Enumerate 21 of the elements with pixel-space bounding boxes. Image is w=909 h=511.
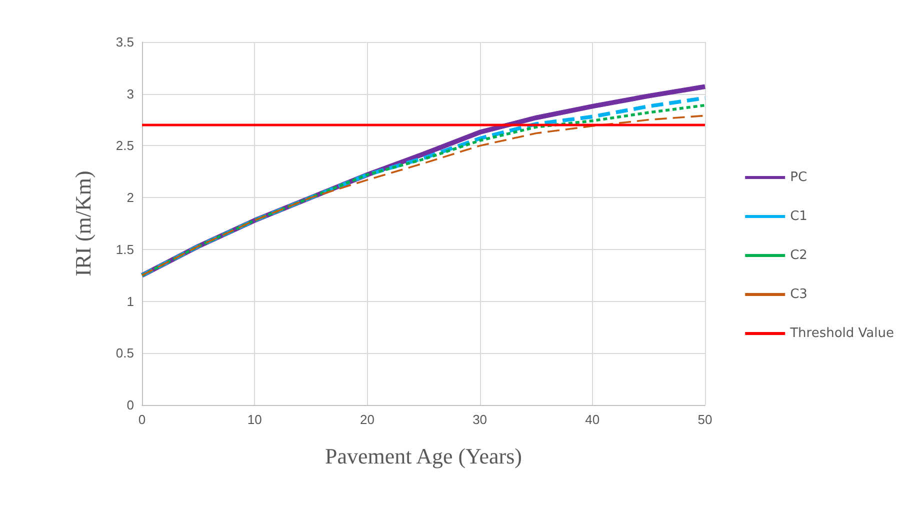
y-tick-label: 3.5 [116, 34, 134, 50]
x-tick-label: 50 [698, 412, 712, 427]
legend-label: PC [790, 170, 808, 185]
y-tick-label: 3 [126, 86, 134, 102]
y-tick-label: 1.5 [116, 242, 134, 257]
x-tick-label: 10 [247, 412, 262, 427]
y-axis-title: IRI (m/Km) [70, 170, 96, 276]
legend-label: Threshold Value [789, 326, 894, 341]
x-axis-title: Pavement Age (Years) [325, 444, 522, 468]
y-tick-label: 2.5 [116, 138, 134, 154]
legend-label: C1 [790, 209, 808, 224]
legend-label: C3 [790, 287, 808, 302]
y-tick-label: 2 [126, 190, 134, 206]
x-tick-label: 40 [585, 412, 600, 427]
x-tick-label: 0 [138, 412, 146, 427]
legend-label: C2 [790, 248, 808, 263]
y-tick-label: 1 [126, 294, 134, 309]
x-tick-label: 20 [360, 412, 374, 427]
x-tick-label: 30 [472, 412, 488, 427]
y-tick-label: 0.5 [116, 346, 134, 361]
y-tick-label: 0 [126, 398, 134, 412]
